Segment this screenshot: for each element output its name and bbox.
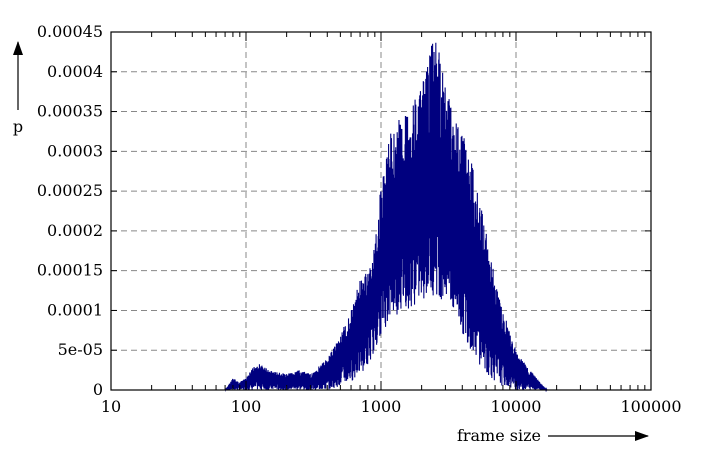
x-tick-label: 100000 <box>620 397 681 416</box>
x-tick-label: 100 <box>231 397 262 416</box>
x-tick-label: 10 <box>101 397 121 416</box>
x-tick-label: 10000 <box>491 397 542 416</box>
y-tick-label: 0.00045 <box>37 22 103 41</box>
y-tick-label: 0.0003 <box>47 141 103 160</box>
y-tick-label: 0.00015 <box>37 261 103 280</box>
y-tick-label: 0.0002 <box>47 221 103 240</box>
y-tick-label: 0.0004 <box>47 62 103 81</box>
ticks <box>110 31 652 391</box>
x-tick-labels: 10 100 1000 10000 100000 <box>101 397 682 416</box>
y-tick-label: 0.0001 <box>47 300 103 319</box>
x-axis-label: frame size <box>457 426 541 445</box>
x-tick-label: 1000 <box>361 397 402 416</box>
y-tick-label: 0 <box>93 380 103 399</box>
y-tick-labels: 0 5e-05 0.0001 0.00015 0.0002 0.00025 0.0003 0.… <box>37 22 103 399</box>
y-tick-label: 0.00035 <box>37 102 103 121</box>
y-axis-label: p <box>13 117 23 136</box>
y-tick-label: 0.00025 <box>37 181 103 200</box>
series-layer <box>224 42 548 393</box>
y-tick-label: 5e-05 <box>58 340 103 359</box>
series-line-0 <box>224 42 548 393</box>
